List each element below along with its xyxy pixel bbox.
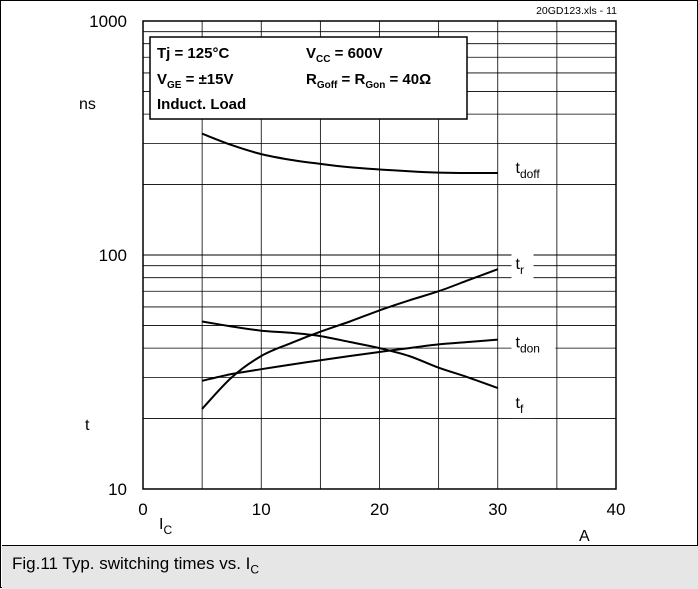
series-layer <box>201 132 499 410</box>
plot-border <box>142 20 617 490</box>
x-tick-label: 0 <box>138 500 147 519</box>
series-line-tr <box>201 268 499 410</box>
condition-sub: CC <box>316 54 330 65</box>
series-label-bg <box>511 157 556 184</box>
series-label: tf <box>515 395 523 416</box>
x-unit-label: A <box>579 528 590 545</box>
condition-rest: = R <box>337 71 365 88</box>
conditions-box-frame <box>149 36 468 120</box>
series-label-main: t <box>515 160 520 177</box>
series-label-bg <box>511 331 556 358</box>
figure-caption: Fig.11 Typ. switching times vs. IC <box>2 545 698 589</box>
x-tick-label: 30 <box>488 500 507 519</box>
x-axis-label-main: I <box>159 516 163 533</box>
condition-text: RGoff = RGon = 40Ω <box>306 71 431 91</box>
condition-text: Induct. Load <box>157 96 246 113</box>
series-label-sub: f <box>520 402 524 416</box>
x-tick-label: 10 <box>252 500 271 519</box>
condition-rest: = 40Ω <box>385 71 431 88</box>
x-axis-label: IC <box>159 516 172 537</box>
y-unit-label: ns <box>79 96 96 113</box>
series-line-tf <box>201 320 499 390</box>
caption-text: Fig.11 Typ. switching times vs. IC <box>12 554 259 576</box>
series-line-tdon <box>201 338 498 382</box>
condition-text: VCC = 600V <box>306 45 383 65</box>
condition-main: Tj = 125°C <box>157 45 229 62</box>
tick-labels: 0 10 20 30 40 10 100 1000 <box>89 12 625 519</box>
series-label-bg <box>511 253 534 280</box>
series-label-bg <box>511 392 534 419</box>
series-label-sub: don <box>520 342 540 356</box>
x-axis-label-sub: C <box>163 523 172 537</box>
condition-main: R <box>306 71 317 88</box>
x-tick-label: 40 <box>607 500 626 519</box>
series-label-sub: doff <box>520 167 540 181</box>
condition-text: VGE = ±15V <box>157 71 234 91</box>
series-label: tdon <box>515 335 539 356</box>
condition-sub: GE <box>167 80 182 91</box>
y-tick-label: 100 <box>99 246 127 265</box>
series-label-main: t <box>515 335 520 352</box>
series-label-sub: r <box>520 263 524 277</box>
caption-main: Fig.11 Typ. switching times vs. I <box>12 554 251 573</box>
y-tick-label: 1000 <box>89 12 127 31</box>
condition-rest: = ±15V <box>181 71 233 88</box>
x-tick-label: 20 <box>370 500 389 519</box>
series-line-tdoff <box>201 132 498 175</box>
caption-sub: C <box>250 562 260 577</box>
y-tick-label: 10 <box>108 480 127 499</box>
condition-main: V <box>157 71 167 88</box>
series-label-main: t <box>515 395 520 412</box>
series-label: tr <box>515 256 523 277</box>
condition-main: V <box>306 45 316 62</box>
series-label: tdoff <box>515 160 540 181</box>
series-label-main: t <box>515 256 520 273</box>
source-label: 20GD123.xls - 11 <box>536 5 617 17</box>
y-axis-label: t <box>85 417 90 434</box>
condition-sub: Gon <box>365 80 385 91</box>
condition-rest: = 600V <box>330 45 382 62</box>
condition-text: Tj = 125°C <box>157 45 229 62</box>
condition-main: Induct. Load <box>157 96 246 113</box>
condition-sub: Goff <box>317 80 338 91</box>
